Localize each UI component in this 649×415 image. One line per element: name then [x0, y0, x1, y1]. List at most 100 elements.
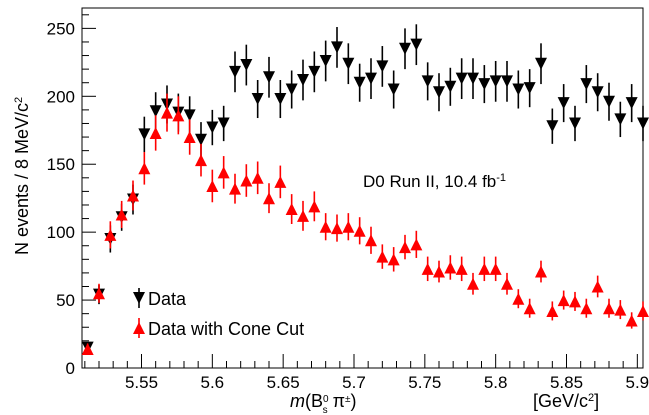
data-point	[546, 301, 559, 321]
marker	[467, 277, 479, 290]
marker	[285, 83, 298, 96]
data-point	[569, 105, 581, 142]
data-point	[467, 58, 479, 100]
data-point	[251, 80, 264, 119]
data-point	[274, 80, 287, 119]
data-point	[217, 156, 230, 189]
marker	[297, 209, 309, 222]
marker	[580, 78, 593, 91]
marker	[104, 228, 117, 241]
marker	[161, 106, 173, 119]
marker	[625, 97, 638, 110]
marker	[467, 72, 479, 85]
data-point	[365, 226, 377, 254]
marker	[410, 238, 423, 251]
marker	[183, 131, 196, 144]
marker	[376, 60, 389, 73]
marker	[251, 171, 264, 184]
x-tick-label: 5.85	[550, 373, 583, 392]
x-tick-label: 5.65	[267, 373, 300, 392]
marker	[206, 179, 219, 192]
marker	[217, 166, 230, 179]
data-point	[229, 51, 241, 93]
data-point	[127, 180, 139, 211]
data-point	[580, 65, 593, 104]
marker	[546, 304, 559, 317]
data-point	[297, 200, 309, 231]
data-point	[183, 119, 196, 155]
marker	[127, 189, 139, 202]
marker	[591, 86, 604, 99]
data-point	[603, 82, 615, 121]
data-point	[331, 214, 343, 242]
data-point	[433, 73, 445, 112]
data-point	[444, 67, 457, 106]
marker	[614, 113, 627, 126]
data-point	[580, 298, 593, 318]
plot-axes	[81, 7, 644, 369]
marker	[501, 277, 513, 290]
data-point	[376, 46, 389, 87]
marker	[149, 105, 162, 118]
data-point	[285, 70, 298, 109]
marker	[229, 182, 241, 195]
y-tick-label: 200	[47, 87, 75, 106]
marker	[557, 294, 570, 307]
data-point	[569, 291, 581, 311]
data-point	[342, 213, 355, 241]
marker	[523, 82, 536, 95]
marker	[410, 38, 423, 51]
marker	[387, 83, 400, 96]
marker	[172, 109, 185, 122]
marker	[206, 121, 219, 134]
marker	[93, 287, 105, 300]
data-point	[285, 194, 298, 224]
marker	[308, 200, 321, 213]
data-point	[387, 247, 400, 272]
series-data-with-cone-cut	[81, 93, 649, 355]
data-point	[410, 230, 423, 258]
marker	[229, 65, 241, 78]
data-point	[489, 60, 502, 102]
marker	[478, 78, 491, 91]
data-point	[399, 234, 411, 260]
data-point	[365, 58, 377, 100]
marker	[512, 292, 525, 305]
data-point	[308, 51, 321, 93]
y-tick-label: 150	[47, 155, 75, 174]
marker	[81, 342, 94, 355]
marker	[591, 280, 604, 293]
marker	[365, 72, 377, 85]
marker	[478, 262, 491, 275]
data-point	[353, 63, 366, 102]
marker	[489, 75, 502, 88]
data-point	[206, 169, 219, 203]
y-axis-title: N events / 8 MeV/c2	[12, 97, 32, 255]
data-point	[104, 221, 117, 249]
data-point	[206, 109, 219, 146]
data-point	[421, 62, 434, 101]
data-point	[331, 27, 343, 68]
data-point	[625, 312, 638, 329]
marker	[444, 80, 457, 93]
data-point	[467, 272, 479, 295]
marker	[455, 72, 468, 85]
x-tick-label: 5.6	[201, 373, 225, 392]
data-point	[115, 200, 128, 229]
marker	[138, 162, 151, 175]
x-axis-unit: [GeV/c2]	[533, 391, 599, 411]
marker	[251, 93, 264, 106]
data-point	[637, 301, 649, 321]
data-point	[478, 256, 491, 282]
legend-marker-data-with-cone-cut	[133, 318, 145, 338]
data-point	[501, 60, 513, 102]
marker	[433, 265, 445, 278]
data-point	[535, 260, 547, 283]
data-point	[557, 290, 570, 310]
marker	[319, 220, 332, 233]
marker	[569, 295, 581, 308]
marker	[569, 117, 581, 130]
marker	[217, 117, 230, 130]
data-point	[319, 40, 332, 82]
data-point	[263, 183, 275, 214]
